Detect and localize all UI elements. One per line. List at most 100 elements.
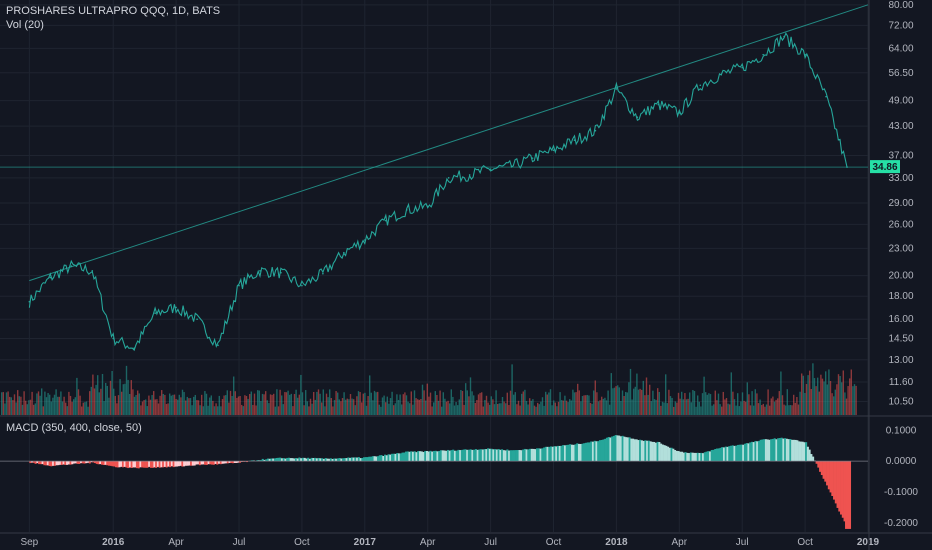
macd-histogram-bar: [352, 457, 355, 462]
y-tick-label: 49.00: [888, 96, 913, 107]
volume-bar: [511, 364, 513, 415]
y-tick-label: 26.00: [888, 219, 913, 230]
volume-bar: [781, 395, 784, 415]
macd-histogram-bar: [343, 458, 346, 462]
macd-histogram-bar: [399, 453, 402, 462]
macd-histogram-bar: [656, 441, 659, 462]
volume-bar: [493, 404, 496, 415]
macd-histogram-bar: [536, 448, 539, 462]
macd-histogram-bar: [78, 461, 81, 464]
macd-histogram-bar: [300, 458, 303, 462]
macd-histogram-bar: [508, 450, 511, 462]
volume-bar: [31, 391, 33, 415]
volume-bar: [372, 400, 374, 415]
volume-bar: [42, 406, 44, 415]
price-point: [510, 165, 513, 168]
macd-histogram-bar: [805, 442, 808, 462]
macd-histogram-bar: [522, 449, 525, 462]
macd-histogram-bar: [97, 461, 100, 465]
symbol-legend[interactable]: PROSHARES ULTRAPRO QQQ, 1D, BATS: [6, 5, 221, 17]
macd-histogram-bar: [237, 461, 240, 463]
volume-bar: [487, 402, 489, 415]
volume-bar: [436, 395, 438, 415]
macd-histogram-bar: [731, 445, 734, 462]
macd-histogram-bar: [467, 449, 470, 462]
macd-histogram-bar: [763, 439, 766, 462]
macd-histogram-bar: [335, 458, 338, 462]
volume-bar: [503, 401, 505, 415]
macd-histogram-bar: [637, 440, 640, 462]
macd-histogram-bar: [165, 461, 168, 468]
volume-bar: [81, 406, 83, 415]
volume-bar: [585, 395, 587, 415]
macd-histogram-bar: [81, 461, 84, 464]
macd-histogram-bar: [109, 461, 112, 466]
macd-histogram-bar: [39, 461, 42, 465]
macd-histogram-bar: [621, 435, 624, 462]
macd-histogram-bar: [771, 438, 774, 462]
volume-bar: [33, 404, 35, 415]
macd-histogram-bar: [782, 438, 785, 462]
volume-bar: [105, 382, 107, 415]
volume-bar: [500, 403, 502, 415]
volume-bar: [775, 399, 777, 415]
volume-bar: [420, 398, 422, 415]
volume-bar: [706, 394, 708, 415]
volume-bar: [143, 399, 145, 415]
macd-histogram-bar: [831, 461, 834, 497]
macd-histogram-bar: [841, 461, 844, 518]
volume-bar: [721, 406, 723, 415]
volume-bar: [359, 392, 361, 415]
macd-histogram-bar: [202, 461, 205, 465]
volume-bar: [63, 396, 65, 415]
volume-bar: [181, 389, 184, 415]
volume-bar: [801, 373, 803, 415]
volume-bar: [217, 406, 219, 415]
volume-bar: [329, 389, 331, 415]
volume-bar: [74, 397, 76, 415]
volume-bar: [556, 406, 558, 415]
macd-histogram-bar: [534, 449, 537, 462]
volume-bar: [636, 373, 638, 415]
macd-histogram-bar: [555, 446, 558, 462]
macd-histogram-bar: [560, 445, 563, 462]
macd-histogram-bar: [169, 461, 172, 468]
volume-legend[interactable]: Vol (20): [6, 19, 44, 31]
macd-histogram-bar: [497, 448, 500, 462]
macd-histogram-bar: [350, 457, 353, 462]
macd-histogram-bar: [492, 449, 495, 462]
macd-histogram-bar: [777, 438, 780, 462]
volume-bar: [447, 400, 449, 415]
macd-histogram-bar: [142, 461, 145, 468]
volume-bar: [516, 404, 518, 415]
macd-histogram-bar: [443, 450, 446, 462]
macd-histogram-bar: [812, 456, 815, 462]
macd-legend[interactable]: MACD (350, 400, close, 50): [6, 422, 142, 434]
volume-bar: [695, 406, 697, 415]
volume-bar: [165, 404, 168, 415]
volume-bar: [617, 385, 619, 415]
macd-histogram-bar: [410, 451, 413, 462]
volume-bar: [285, 392, 288, 415]
volume-bar: [402, 394, 404, 415]
macd-histogram-bar: [90, 461, 93, 463]
volume-bar: [820, 374, 822, 415]
volume-bar: [679, 398, 681, 415]
volume-bar: [444, 398, 446, 415]
volume-bar: [698, 401, 700, 415]
macd-histogram-bar: [770, 439, 773, 462]
volume-bar: [4, 403, 6, 415]
volume-bar: [533, 405, 536, 415]
volume-bar: [564, 395, 566, 415]
macd-histogram-bar: [710, 449, 713, 462]
macd-histogram-bar: [674, 450, 677, 462]
macd-histogram-bar: [174, 461, 177, 467]
macd-histogram-bar: [415, 452, 418, 462]
volume-bar: [809, 370, 811, 415]
volume-bar: [586, 394, 588, 415]
volume-bar: [241, 404, 243, 415]
volume-bar: [324, 406, 326, 415]
macd-histogram-bar: [586, 442, 589, 462]
volume-bar: [271, 394, 273, 415]
